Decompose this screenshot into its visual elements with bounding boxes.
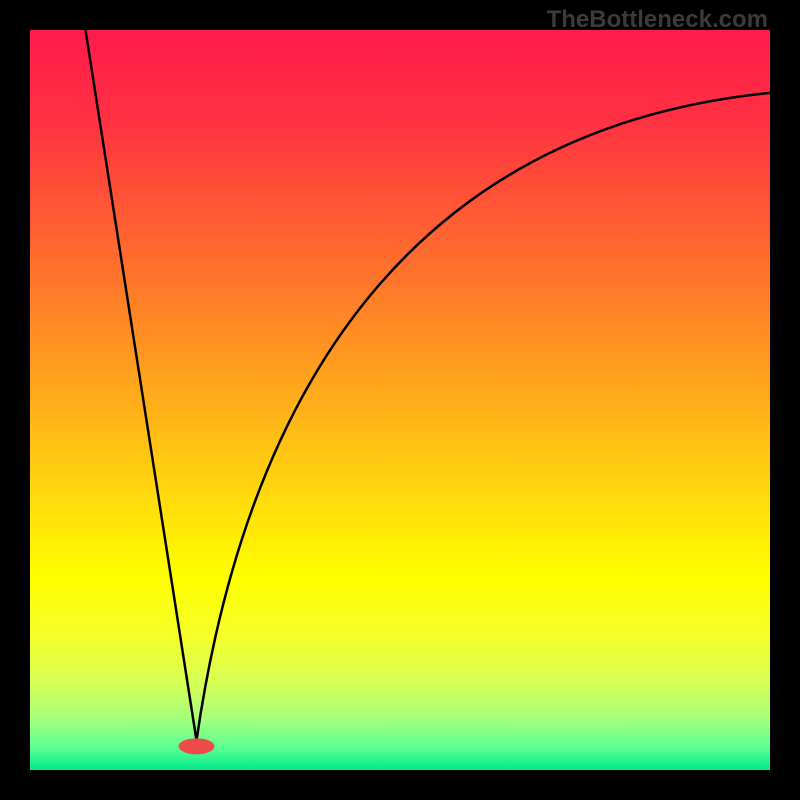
- optimal-marker: [179, 738, 215, 754]
- bottleneck-plot: [0, 0, 800, 800]
- watermark-text: TheBottleneck.com: [547, 6, 768, 34]
- plot-gradient-bg: [30, 30, 770, 770]
